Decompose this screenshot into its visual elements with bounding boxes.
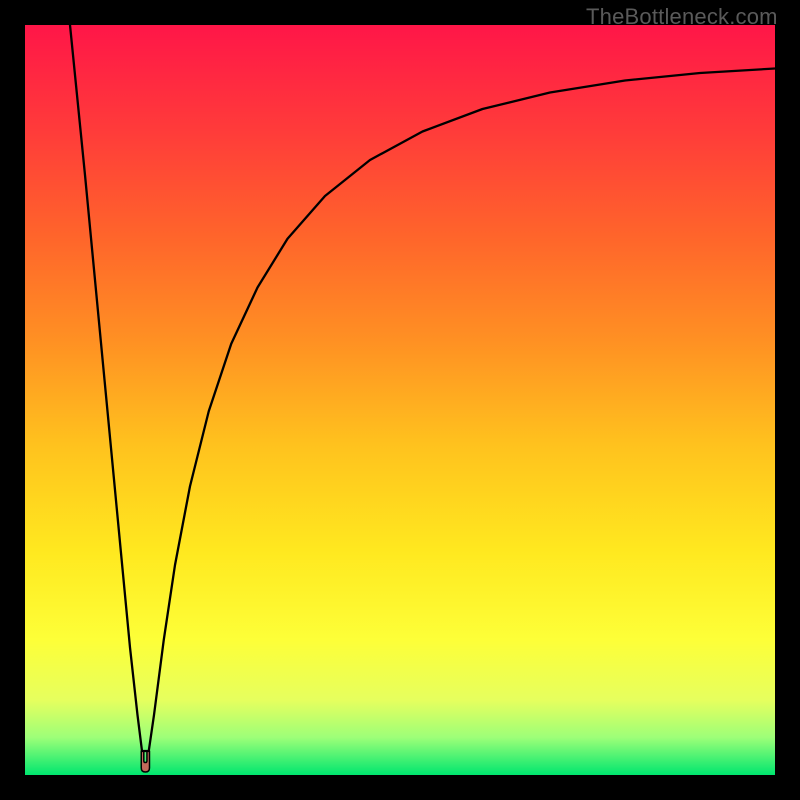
plot-background — [25, 25, 775, 775]
watermark-text: TheBottleneck.com — [586, 4, 778, 30]
plot-frame — [25, 25, 775, 775]
plot-svg — [25, 25, 775, 775]
